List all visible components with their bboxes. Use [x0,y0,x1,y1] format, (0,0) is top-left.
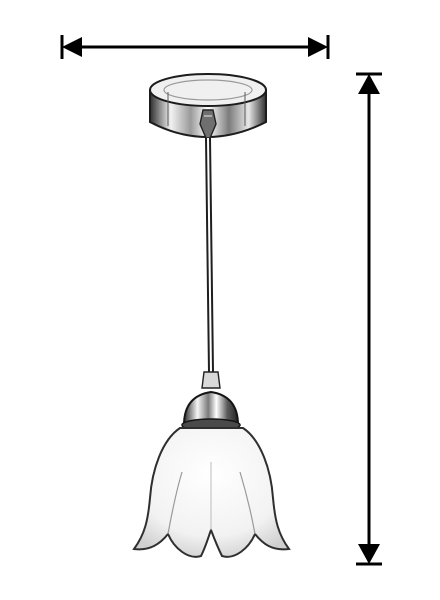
height-dimension-arrow-icon [356,72,382,566]
suspension-cord [205,137,214,373]
lamp-holder-cap [181,390,241,432]
lamp-holder-neck [201,371,221,389]
width-dimension-arrow-icon [60,35,330,59]
tulip-glass-shade [132,427,291,558]
